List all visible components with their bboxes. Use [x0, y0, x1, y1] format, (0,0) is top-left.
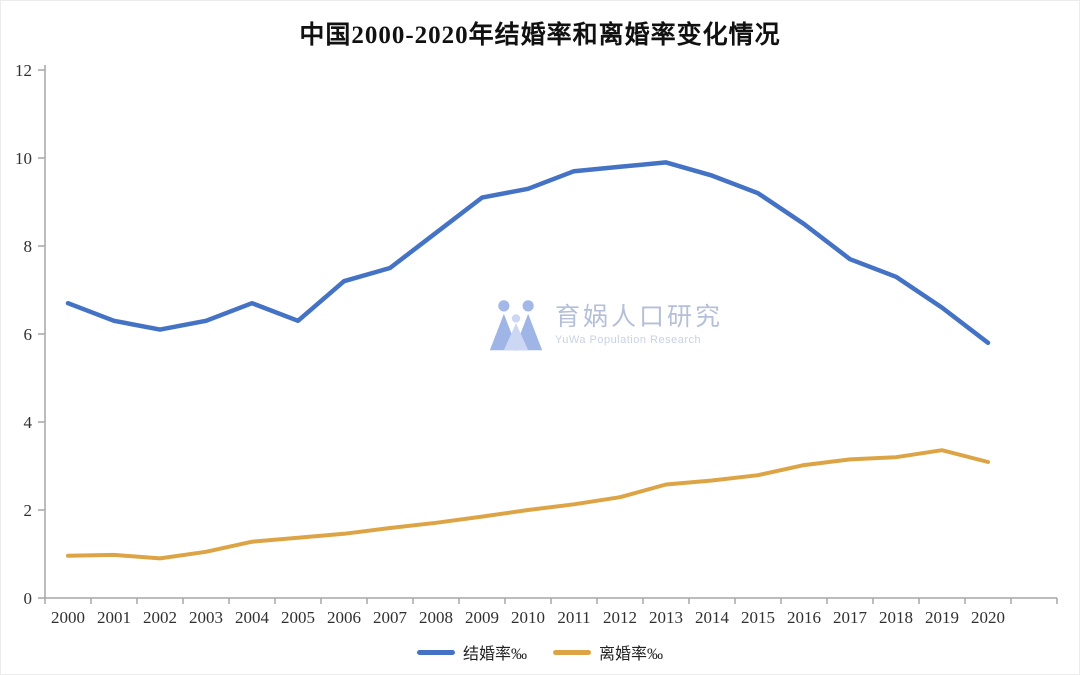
x-tick-label: 2000: [51, 608, 85, 627]
x-tick-label: 2011: [557, 608, 590, 627]
legend-label-marriage-rate: 结婚率‰: [462, 646, 527, 663]
y-tick-label: 2: [24, 501, 33, 520]
x-tick-label: 2014: [695, 608, 730, 627]
x-tick-label: 2017: [833, 608, 868, 627]
x-tick-label: 2020: [971, 608, 1005, 627]
watermark-name-cn: 育娲人口研究: [555, 302, 724, 331]
x-tick-label: 2012: [603, 608, 637, 627]
legend-item-divorce-rate: 离婚率‰: [553, 640, 663, 664]
chart-legend: 结婚率‰ 离婚率‰: [1, 640, 1079, 664]
x-tick-label: 2003: [189, 608, 223, 627]
x-tick-label: 2007: [373, 608, 408, 627]
y-tick-label: 12: [15, 61, 32, 80]
x-tick-label: 2004: [235, 608, 270, 627]
series-line-divorce-rate: [66, 448, 990, 561]
y-tick-label: 0: [24, 589, 33, 608]
x-tick-label: 2006: [327, 608, 361, 627]
watermark: 育娲人口研究 YuWa Population Research: [488, 297, 723, 353]
watermark-name-en: YuWa Population Research: [555, 334, 702, 347]
x-tick-label: 2005: [281, 608, 315, 627]
y-tick-label: 6: [24, 325, 33, 344]
x-tick-label: 2001: [97, 608, 131, 627]
x-tick-label: 2002: [143, 608, 177, 627]
x-tick-label: 2016: [787, 608, 821, 627]
x-tick-label: 2015: [741, 608, 775, 627]
y-tick-label: 4: [24, 413, 33, 432]
x-tick-label: 2010: [511, 608, 545, 627]
x-tick-label: 2009: [465, 608, 499, 627]
legend-swatch-divorce-rate: [553, 649, 591, 655]
x-tick-label: 2008: [419, 608, 453, 627]
x-tick-label: 2013: [649, 608, 683, 627]
x-tick-label: 2018: [879, 608, 913, 627]
chart-title: 中国2000-2020年结婚率和离婚率变化情况: [299, 22, 781, 49]
series-line-marriage-rate: [65, 160, 991, 346]
y-tick-label: 8: [24, 237, 33, 256]
legend-swatch-marriage-rate: [416, 649, 455, 655]
watermark-text: 育娲人口研究 YuWa Population Research: [555, 302, 724, 347]
x-tick-label: 2019: [925, 608, 959, 627]
legend-item-marriage-rate: 结婚率‰: [416, 640, 527, 664]
yuwa-logo-icon: [489, 300, 543, 351]
y-tick-label: 10: [15, 149, 32, 168]
legend-label-divorce-rate: 离婚率‰: [599, 646, 664, 663]
